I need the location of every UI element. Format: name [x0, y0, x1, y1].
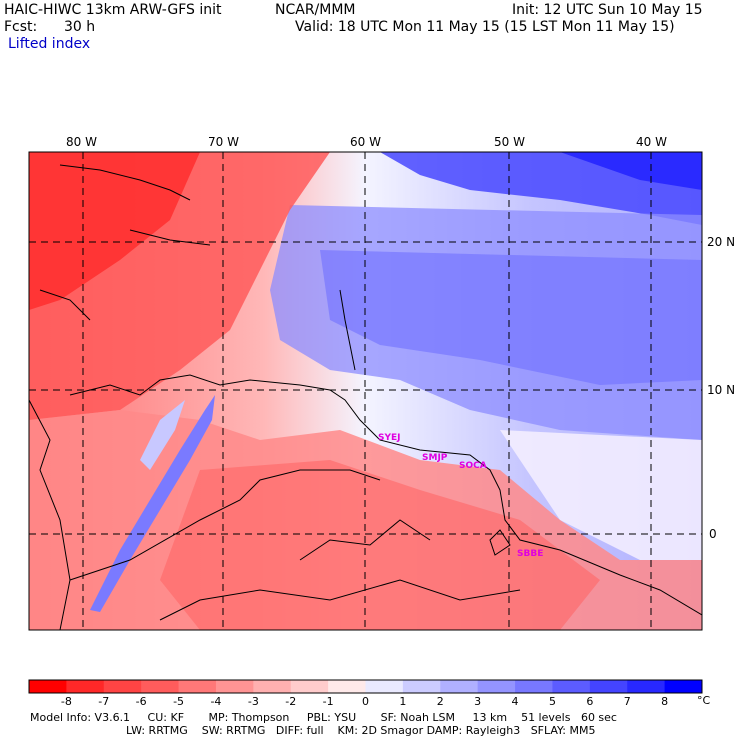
colorbar-swatch	[141, 680, 180, 693]
lat-label-10n: 10 N	[707, 383, 736, 397]
colorbar-swatch	[515, 680, 553, 693]
station-syej: SYEJ	[378, 433, 401, 443]
valid-time: Valid: 18 UTC Mon 11 May 15 (15 LST Mon …	[295, 19, 675, 35]
colorbar-tick-label: -1	[322, 695, 334, 708]
cbar-unit: °C	[697, 694, 711, 707]
colorbar-swatch	[215, 680, 254, 693]
model-info-line2: LW: RRTMG SW: RRTMG DIFF: full KM: 2D Sm…	[126, 724, 596, 737]
colorbar-tick-label: -5	[173, 695, 185, 708]
station-smjp: SMJP	[422, 453, 448, 463]
colorbar-tick-label: -3	[247, 695, 259, 708]
colorbar-swatch	[328, 680, 366, 693]
station-soca: SOCA	[459, 461, 487, 471]
colorbar-tick-label: -2	[285, 695, 297, 708]
colorbar-swatch	[552, 680, 591, 693]
colorbar-tick-label: 6	[586, 695, 594, 708]
colorbar-tick-label: 0	[362, 695, 369, 708]
colorbar-swatch	[477, 680, 516, 693]
field-shading	[29, 152, 702, 630]
colorbar-frame	[28, 679, 703, 694]
latlon-grid	[29, 152, 702, 630]
lat-label-0: 0	[709, 527, 717, 541]
colorbar-tick-label: 2	[436, 695, 444, 708]
colorbar-tick-label: -4	[210, 695, 222, 708]
colorbar-swatch	[290, 680, 329, 693]
colorbar-swatch	[103, 680, 142, 693]
colorbar-swatch	[627, 680, 666, 693]
colorbar-tick-label: 3	[474, 695, 482, 708]
station-markers: SYEJ SMJP SOCA SBBE	[378, 433, 543, 559]
init-time: Init: 12 UTC Sun 10 May 15	[512, 2, 703, 18]
lon-label-40w: 40 W	[636, 135, 667, 149]
colorbar-swatch	[440, 680, 479, 693]
fcst-value: 30 h	[64, 19, 96, 35]
colorbar-tick-label: -7	[98, 695, 110, 708]
fcst-label: Fcst:	[4, 19, 38, 35]
colorbar	[28, 679, 703, 694]
lon-label-60w: 60 W	[350, 135, 381, 149]
model-info-line1: Model Info: V3.6.1 CU: KF MP: Thompson P…	[30, 711, 617, 724]
colorbar-swatch	[664, 680, 703, 693]
colorbar-tick-label: 8	[661, 695, 669, 708]
lon-label-80w: 80 W	[66, 135, 97, 149]
model-title: HAIC-HIWC 13km ARW-GFS init	[4, 2, 222, 18]
colorbar-tick-label: 7	[623, 695, 631, 708]
colorbar-swatch	[365, 680, 404, 693]
colorbar-swatch	[29, 680, 67, 693]
map-frame	[28, 151, 703, 631]
colorbar-tick-label: 4	[511, 695, 519, 708]
colorbar-swatch	[253, 680, 292, 693]
station-sbbe: SBBE	[517, 549, 543, 559]
coastlines	[29, 164, 702, 630]
colorbar-swatch	[66, 680, 105, 693]
lon-label-70w: 70 W	[208, 135, 239, 149]
colorbar-tick-label: 1	[399, 695, 407, 708]
colorbar-swatch	[178, 680, 217, 693]
colorbar-tick-label: -8	[60, 695, 72, 708]
colorbar-tick-label: -6	[135, 695, 147, 708]
lat-label-20n: 20 N	[707, 235, 736, 249]
colorbar-swatch	[589, 680, 628, 693]
org-label: NCAR/MMM	[275, 2, 356, 18]
lon-label-50w: 50 W	[494, 135, 525, 149]
field-name: Lifted index	[8, 36, 91, 52]
colorbar-swatch	[402, 680, 441, 693]
colorbar-tick-label: 5	[548, 695, 556, 708]
